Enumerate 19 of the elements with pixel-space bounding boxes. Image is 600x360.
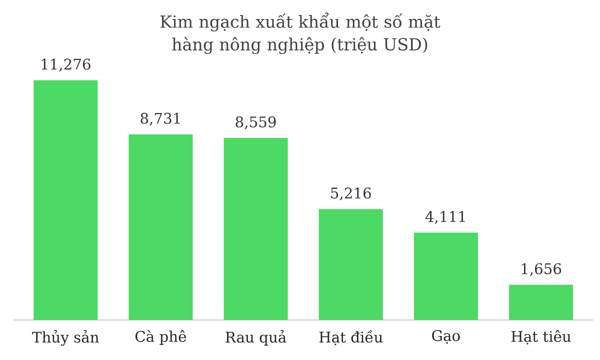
data-label: 8,731 (140, 112, 180, 126)
x-tick-label: Rau quả (226, 330, 286, 346)
x-tick-label: Gạo (432, 330, 460, 344)
data-label: 4,111 (425, 210, 465, 224)
x-tick-label: Thủy sản (32, 330, 99, 346)
data-label: 5,216 (331, 187, 371, 200)
bar (318, 209, 383, 320)
chart-title: Kim ngạch xuất khẩu một số mặt hàng nông nghiệp (triệu USD) (160, 12, 440, 54)
x-tick-label: Cà phê (135, 330, 186, 345)
bar (128, 134, 193, 320)
x-tick-label: Hạt tiêu (511, 330, 571, 345)
bar (224, 138, 288, 320)
bar (414, 232, 478, 320)
bar (509, 284, 574, 320)
data-label: 8,559 (236, 116, 276, 130)
data-label: 11,276 (42, 58, 90, 72)
data-label: 1,656 (522, 263, 562, 276)
bar (34, 80, 98, 320)
x-tick-label: Hạt điều (319, 330, 383, 346)
